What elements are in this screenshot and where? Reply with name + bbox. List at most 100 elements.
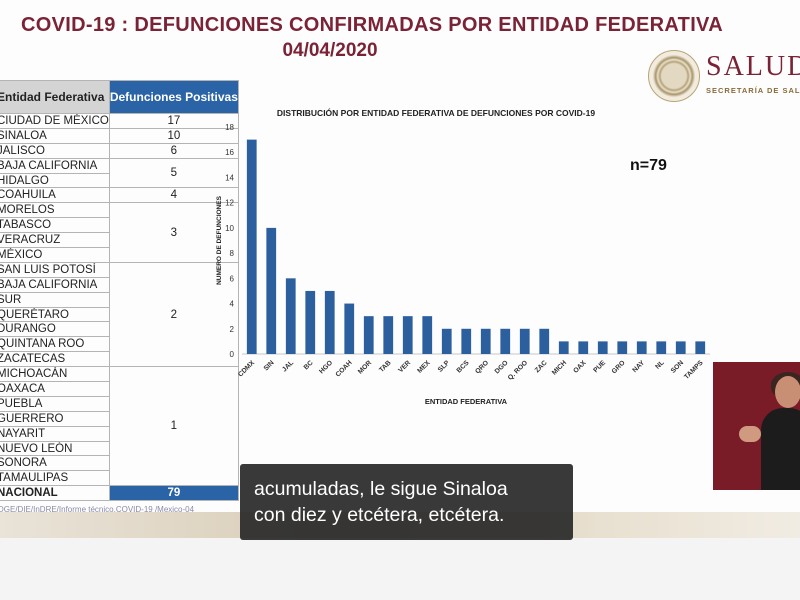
y-tick-label: 16 (225, 148, 234, 157)
state-name: GUERRERO (0, 410, 110, 427)
state-name: BAJA CALIFORNIA (0, 276, 110, 293)
sample-size-annotation: n=79 (630, 157, 667, 174)
table-row: CIUDAD DE MÉXICO 17 (0, 113, 239, 129)
state-name: SONORA (0, 455, 110, 472)
state-name: SINALOA (0, 127, 110, 144)
bar (441, 328, 452, 354)
bar (597, 341, 608, 354)
bar (578, 341, 589, 354)
bar (402, 316, 413, 354)
table-row: JALISCO 6 (0, 142, 239, 159)
table-row: SUR (0, 291, 238, 308)
bar (558, 341, 569, 354)
state-name: QUERÉTARO (0, 306, 110, 323)
table-row: NAYARIT (0, 425, 238, 442)
state-name: MICHOACÁN (0, 366, 110, 383)
sign-language-interpreter (713, 362, 800, 490)
bar (656, 341, 667, 354)
table-row: SAN LUIS POTOSÍ 2 (0, 261, 239, 368)
y-tick-label: 4 (230, 300, 235, 309)
mexico-seal-icon (648, 50, 700, 102)
x-tick-label: JAL (281, 359, 295, 373)
x-axis-label: ENTIDAD FEDERATIVA (425, 397, 508, 406)
deaths-table: Entidad Federativa Defunciones Positivas… (0, 80, 239, 502)
x-tick-label: QRO (474, 359, 490, 375)
state-name: JALISCO (0, 142, 110, 159)
caption-line: acumuladas, le sigue Sinaloa (254, 478, 508, 500)
chart-title: DISTRIBUCIÓN POR ENTIDAD FEDERATIVA DE D… (277, 107, 595, 118)
y-tick-label: 14 (225, 173, 234, 182)
state-name: MORELOS (0, 202, 110, 219)
x-tick-label: ZAC (534, 359, 549, 374)
state-name: HIDALGO (0, 172, 110, 189)
slide-date: 04/04/2020 (282, 40, 378, 61)
logo-subtitle: SECRETARÍA DE SALUD (706, 86, 800, 95)
state-name: COAHUILA (0, 187, 110, 204)
bar (285, 278, 296, 354)
logo-text: SALUD (706, 51, 800, 82)
state-name: VERACRUZ (0, 232, 110, 249)
y-tick-label: 8 (230, 249, 235, 258)
bar (422, 316, 433, 354)
y-tick-label: 10 (225, 224, 234, 233)
death-count: 5 (108, 157, 239, 189)
state-name: QUINTANA ROO (0, 336, 110, 353)
table-row: COAHUILA 4 (0, 187, 239, 204)
table-row: NUEVO LEÓN (0, 440, 238, 457)
state-name: DURANGO (0, 321, 110, 338)
table-header-row: Entidad Federativa Defunciones Positivas (0, 80, 239, 114)
state-name: TABASCO (0, 217, 110, 234)
table-row: GUERRERO (0, 410, 238, 427)
bar-chart: DISTRIBUCIÓN POR ENTIDAD FEDERATIVA DE D… (216, 107, 710, 406)
bar (305, 290, 316, 354)
state-name: NUEVO LEÓN (0, 440, 110, 457)
state-name: SAN LUIS POTOSÍ (0, 261, 110, 278)
y-tick-label: 0 (230, 350, 235, 359)
y-tick-label: 6 (230, 274, 235, 283)
x-tick-label: SIN (263, 359, 276, 372)
x-tick-label: Q. ROO (507, 359, 529, 381)
table-row: ZACATECAS (0, 351, 238, 368)
death-count: 2 (108, 261, 239, 368)
x-tick-label: HGO (318, 359, 334, 375)
bar (461, 328, 472, 354)
x-tick-label: GRO (611, 359, 627, 375)
state-name: PUEBLA (0, 395, 110, 412)
source-note: DGE/DIE/InDRE/Informe técnico.COVID-19 /… (0, 505, 195, 514)
death-count: 1 (108, 366, 239, 487)
table-total-row: NACIONAL 79 (0, 485, 239, 502)
x-tick-label: CDMX (237, 359, 256, 378)
state-name: CIUDAD DE MÉXICO (0, 113, 110, 129)
x-tick-label: DGO (494, 359, 510, 375)
y-tick-label: 2 (230, 325, 235, 334)
table-row: QUERÉTARO (0, 306, 238, 323)
salud-logo: SALUD SECRETARÍA DE SALUD (648, 50, 800, 106)
bar (636, 341, 647, 354)
y-tick-label: 18 (225, 123, 234, 132)
state-name: NAYARIT (0, 425, 110, 442)
state-name: OAXACA (0, 381, 110, 397)
x-tick-label: MICH (551, 359, 568, 376)
bar (363, 316, 374, 354)
table-row: VERACRUZ (0, 232, 238, 249)
table-row: TAMAULIPAS (0, 470, 238, 487)
table-row: MORELOS 3 (0, 202, 239, 263)
bar (383, 316, 394, 354)
x-tick-label: SON (670, 359, 685, 374)
x-tick-label: BCS (456, 359, 471, 374)
bar (246, 139, 257, 354)
x-tick-label: SLP (437, 359, 452, 374)
bar (266, 227, 277, 354)
slide-title: COVID-19 : DEFUNCIONES CONFIRMADAS POR E… (21, 14, 723, 36)
table-row: BAJA CALIFORNIA (0, 276, 238, 293)
bar (539, 328, 550, 354)
state-name: ZACATECAS (0, 351, 110, 368)
total-value: 79 (108, 485, 239, 502)
bar (675, 341, 686, 354)
x-tick-label: VER (397, 359, 412, 374)
x-tick-label: PUE (592, 359, 607, 374)
x-tick-label: OAX (572, 359, 588, 375)
bar (324, 290, 335, 354)
x-tick-label: NL (654, 359, 665, 370)
bar (344, 303, 355, 354)
